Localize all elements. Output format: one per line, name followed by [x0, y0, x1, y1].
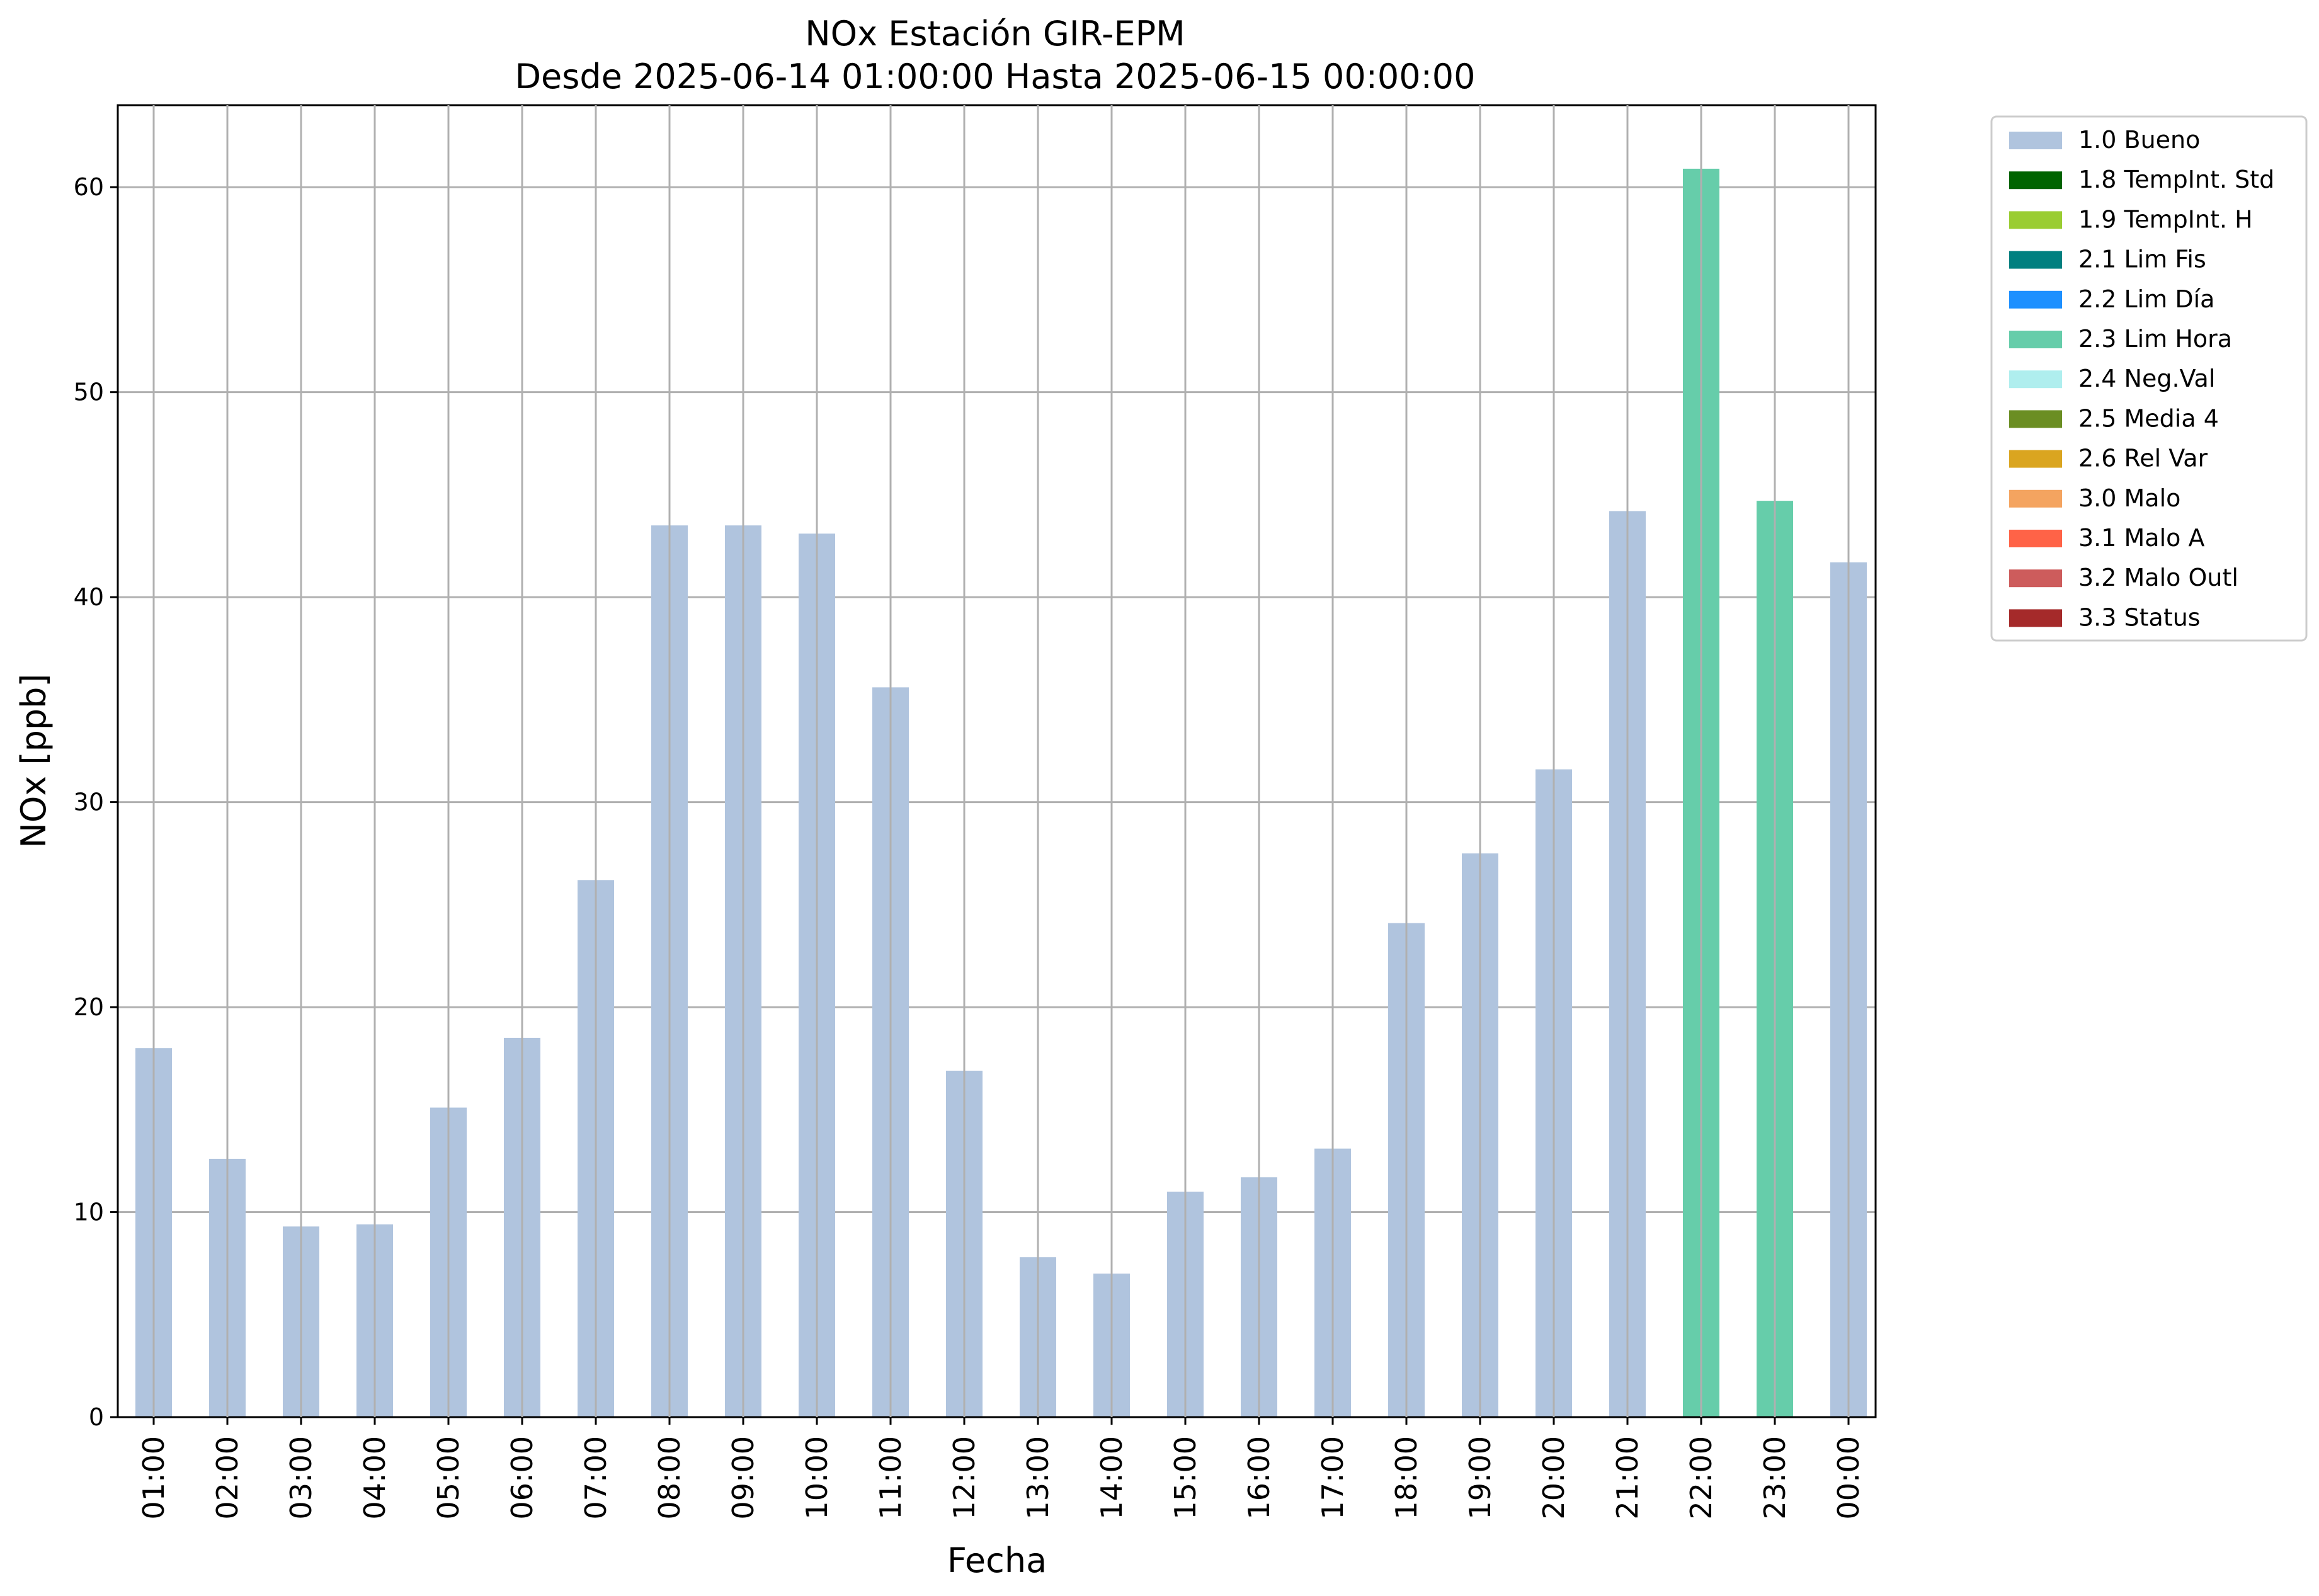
y-axis-label: NOx [ppb] — [14, 674, 54, 848]
legend-swatch — [2009, 251, 2062, 269]
legend-label: 3.3 Status — [2078, 603, 2201, 631]
legend-swatch — [2009, 489, 2062, 508]
legend-label: 1.0 Bueno — [2078, 126, 2200, 154]
x-tick-label: 21:00 — [1610, 1436, 1644, 1520]
legend-swatch — [2009, 331, 2062, 348]
x-tick-label: 16:00 — [1242, 1436, 1276, 1520]
x-tick-label: 05:00 — [431, 1436, 465, 1520]
legend-swatch — [2009, 290, 2062, 309]
plot-frame — [117, 104, 1877, 1418]
y-tick-label: 40 — [74, 583, 104, 611]
x-tick-label: 03:00 — [284, 1436, 318, 1520]
chart-subtitle: Desde 2025-06-14 01:00:00 Hasta 2025-06-… — [515, 57, 1475, 96]
legend-swatch — [2009, 132, 2062, 149]
x-tick-label: 20:00 — [1537, 1436, 1571, 1520]
legend-swatch — [2009, 569, 2062, 588]
legend-frame — [1990, 115, 2308, 642]
y-tick-label: 30 — [74, 789, 104, 816]
x-tick-label: 06:00 — [505, 1436, 539, 1520]
legend-label: 2.2 Lim Día — [2078, 285, 2214, 313]
legend-label: 1.9 TempInt. H — [2078, 205, 2253, 233]
x-tick-label: 09:00 — [726, 1436, 760, 1520]
legend-label: 3.0 Malo — [2078, 484, 2180, 512]
bars — [135, 168, 1867, 1418]
x-tick-label: 04:00 — [358, 1436, 392, 1520]
legend-label: 2.3 Lim Hora — [2078, 325, 2232, 353]
x-tick-label: 10:00 — [800, 1436, 834, 1520]
grid — [118, 186, 1876, 1214]
legend-swatch — [2009, 530, 2062, 547]
x-tick-label: 08:00 — [652, 1436, 687, 1520]
ticks: 0 10 20 30 40 50 60 01:00 02:00 03:00 04:00 05:00 06… — [74, 173, 1866, 1519]
y-tick-label: 10 — [74, 1199, 104, 1226]
x-tick-label: 18:00 — [1389, 1436, 1423, 1520]
legend-swatch — [2009, 370, 2062, 389]
legend-label: 3.1 Malo A — [2078, 524, 2204, 552]
legend-swatch — [2009, 410, 2062, 428]
x-tick-label: 00:00 — [1832, 1436, 1866, 1520]
legend-label: 2.5 Media 4 — [2078, 404, 2219, 432]
x-tick-label: 22:00 — [1684, 1436, 1718, 1520]
x-tick-label: 17:00 — [1316, 1436, 1350, 1520]
x-tick-label: 15:00 — [1168, 1436, 1202, 1520]
x-tick-label: 19:00 — [1463, 1436, 1497, 1520]
legend-label: 1.8 TempInt. Std — [2078, 166, 2274, 193]
legend-swatch — [2009, 450, 2062, 468]
y-tick-label: 0 — [89, 1403, 104, 1431]
chart-title: NOx Estación GIR-EPM — [805, 14, 1185, 54]
legend-swatch — [2009, 609, 2062, 627]
legend: 1.0 Bueno 1.8 TempInt. Std 1.9 TempInt. H 2… — [1990, 115, 2308, 642]
y-tick-label: 60 — [74, 173, 104, 201]
x-tick-label: 02:00 — [210, 1436, 244, 1520]
legend-label: 2.4 Neg.Val — [2078, 365, 2215, 392]
legend-swatch — [2009, 171, 2062, 190]
x-tick-label: 12:00 — [947, 1436, 981, 1520]
x-tick-label: 14:00 — [1095, 1436, 1129, 1520]
legend-label: 3.2 Malo Outl — [2078, 564, 2238, 591]
x-tick-label: 07:00 — [579, 1436, 613, 1520]
y-tick-label: 50 — [74, 379, 104, 406]
x-axis-label: Fecha — [947, 1541, 1047, 1580]
x-tick-label: 13:00 — [1021, 1436, 1055, 1520]
x-tick-label: 01:00 — [137, 1436, 171, 1520]
y-tick-label: 20 — [74, 993, 104, 1021]
legend-label: 2.1 Lim Fis — [2078, 246, 2206, 273]
legend-label: 2.6 Rel Var — [2078, 445, 2208, 472]
legend-swatch — [2009, 211, 2062, 229]
x-tick-label: 23:00 — [1758, 1436, 1792, 1520]
x-tick-label: 11:00 — [874, 1436, 908, 1520]
